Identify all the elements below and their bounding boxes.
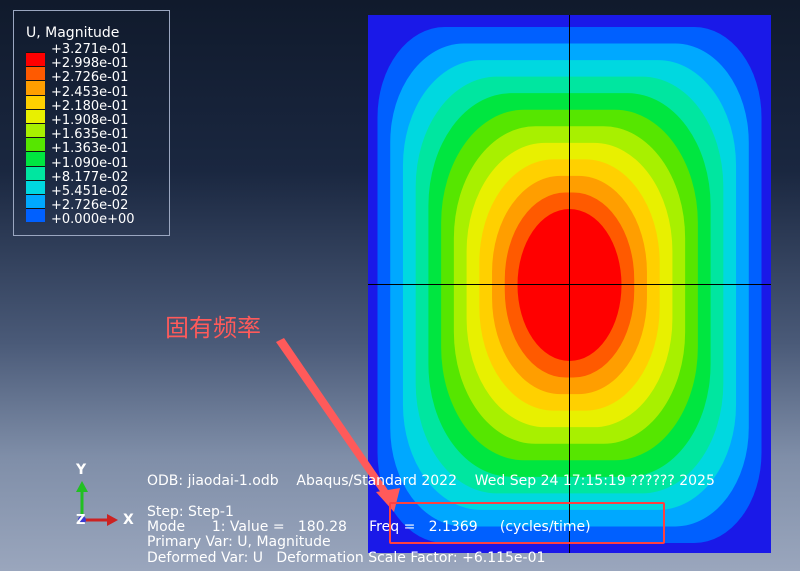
contour-legend: U, Magnitude +3.271e-01 +2.998e-01 +2.726e… [13,10,170,236]
legend-title: U, Magnitude [26,25,120,41]
triad-x-label: X [123,512,134,528]
legend-swatch [26,66,45,81]
legend-level-label: +2.180e-01 [51,98,129,114]
contour-plot [377,27,762,543]
legend-labels: +3.271e-01 +2.998e-01 +2.726e-01 +2.453e-01… [51,42,135,228]
step-info: Step: Step-1 [147,504,234,520]
legend-swatches [26,52,45,223]
triad-y-label: Y [76,462,87,478]
legend-level-label: +3.271e-01 [51,42,129,57]
legend-level-label: +2.998e-01 [51,56,129,72]
horizontal-reference-line [368,284,771,285]
legend-level-label: +0.000e+00 [51,212,135,228]
legend-level-label: +5.451e-02 [51,183,129,199]
legend-swatch [26,151,45,166]
legend-swatch [26,208,45,223]
legend-swatch [26,137,45,152]
axis-triad[interactable]: Y Z X [65,462,145,532]
legend-level-label: +8.177e-02 [51,169,129,185]
legend-swatch [26,165,45,180]
triad-icon [76,481,118,526]
mode-info: Mode 1: Value = 180.28 Freq = 2.1369 (cy… [147,519,591,535]
triad-z-label: Z [76,513,86,528]
legend-swatch [26,179,45,194]
legend-level-label: +1.090e-01 [51,155,129,171]
legend-level-label: +2.453e-01 [51,84,129,100]
primary-var-info: Primary Var: U, Magnitude [147,534,331,550]
legend-level-label: +2.726e-02 [51,198,129,214]
legend-level-label: +1.635e-01 [51,127,129,143]
legend-level-label: +1.908e-01 [51,112,129,128]
legend-swatch [26,193,45,209]
legend-swatch [26,108,45,123]
deformed-var-info: Deformed Var: U Deformation Scale Factor… [147,550,546,566]
legend-swatch [26,80,45,95]
odb-info: ODB: jiaodai-1.odb Abaqus/Standard 2022 … [147,473,715,489]
annotation-label: 固有频率 [165,314,261,342]
frequency-highlight-box [389,502,665,544]
legend-level-label: +2.726e-01 [51,70,129,86]
legend-swatch [26,122,45,138]
legend-swatch [26,52,45,67]
legend-swatch [26,94,45,109]
legend-level-label: +1.363e-01 [51,141,129,157]
